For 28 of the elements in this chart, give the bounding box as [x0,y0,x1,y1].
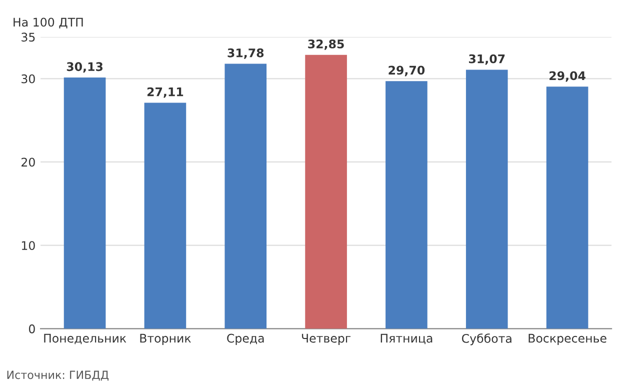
bar [144,102,186,329]
data-label: 29,70 [388,66,425,76]
y-tick-label: 20 [22,158,35,167]
y-axis-title: На 100 ДТП [14,18,83,28]
bar [305,54,347,329]
data-label: 31,07 [468,54,505,65]
x-tick-label: Четверг [302,334,351,345]
bar [224,64,267,329]
bar [64,78,106,329]
data-label: 29,04 [550,71,586,82]
data-label: 32,85 [308,39,344,50]
data-label: 30,13 [66,62,103,73]
data-label: 27,11 [147,87,184,98]
x-tick-label: Понедельник [44,334,126,344]
data-label: 31,78 [228,48,264,59]
bar [466,70,508,329]
x-tick-label: Вторник [140,334,191,345]
y-tick-label: 10 [22,241,35,250]
x-tick-label: Суббота [462,334,512,346]
x-tick-label: Среда [227,334,264,345]
y-tick-label: 30 [22,74,35,84]
bar [546,86,588,329]
y-tick-label: 35 [22,32,35,42]
bar [386,81,428,329]
text: Источник: ГИБДД [7,370,108,381]
y-tick-label: 0 [28,324,35,334]
x-tick-label: Пятница [380,334,432,344]
x-tick-label: Воскресенье [528,334,606,345]
